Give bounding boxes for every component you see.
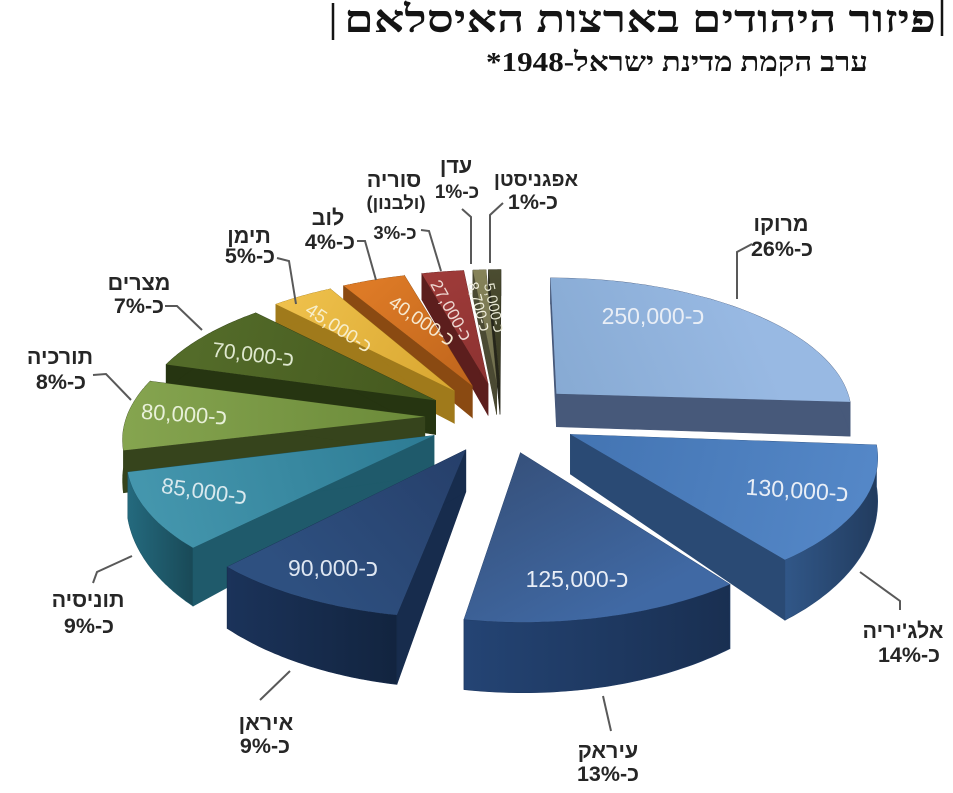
svg-text:כ-80,000: כ-80,000 xyxy=(140,399,228,430)
svg-text:כ-3%: כ-3% xyxy=(373,222,416,243)
svg-text:לוב: לוב xyxy=(312,206,345,230)
svg-text:כ-26%: כ-26% xyxy=(751,237,813,261)
svg-text:כ-13%: כ-13% xyxy=(577,762,639,786)
svg-text:איראן: איראן xyxy=(239,711,294,735)
svg-text:עדן: עדן xyxy=(440,154,472,178)
svg-text:כ-125,000: כ-125,000 xyxy=(526,566,629,592)
svg-text:תורכיה: תורכיה xyxy=(27,345,93,369)
svg-text:כ-5%: כ-5% xyxy=(225,244,275,268)
svg-text:ערב הקמת מדינת ישראל-1948*: ערב הקמת מדינת ישראל-1948* xyxy=(486,47,868,77)
svg-text:כ-250,000: כ-250,000 xyxy=(602,303,705,329)
svg-text:פיזור היהודים בארצות האיסלאם: פיזור היהודים בארצות האיסלאם xyxy=(344,0,936,41)
svg-text:כ-1%: כ-1% xyxy=(435,182,479,203)
svg-text:כ-90,000: כ-90,000 xyxy=(288,555,378,581)
svg-text:כ-9%: כ-9% xyxy=(64,614,114,638)
svg-text:(ולבנון): (ולבנון) xyxy=(366,192,425,213)
svg-text:מרוקו: מרוקו xyxy=(753,212,808,236)
svg-text:תוניסיה: תוניסיה xyxy=(52,588,125,612)
svg-text:תימן: תימן xyxy=(227,224,271,248)
svg-text:כ-8%: כ-8% xyxy=(36,370,86,394)
svg-text:כ-7%: כ-7% xyxy=(114,294,164,318)
svg-text:אפגניסטן: אפגניסטן xyxy=(494,169,579,191)
svg-text:מצרים: מצרים xyxy=(108,271,171,295)
svg-text:כ-14%: כ-14% xyxy=(878,643,940,667)
svg-text:סוריה: סוריה xyxy=(367,168,421,192)
svg-text:אלג'יריה: אלג'יריה xyxy=(863,619,944,643)
svg-text:עיראק: עיראק xyxy=(578,739,638,763)
svg-text:כ-9%: כ-9% xyxy=(240,734,290,758)
svg-text:כ-4%: כ-4% xyxy=(305,230,355,254)
svg-text:כ-1%: כ-1% xyxy=(508,190,558,214)
